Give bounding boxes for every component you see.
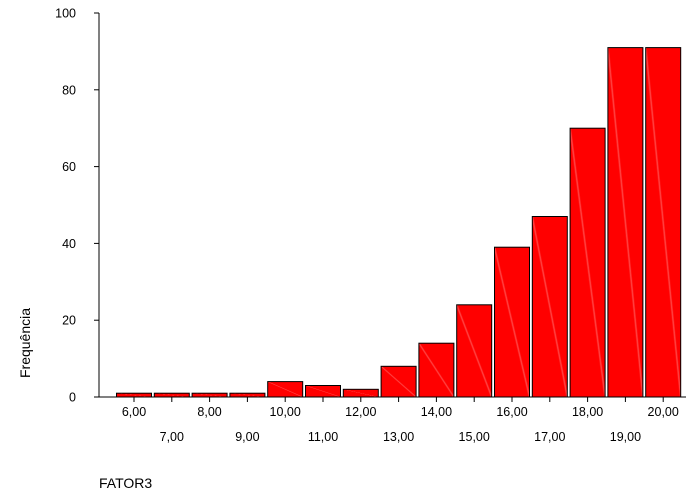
bar-7-00	[153, 392, 190, 398]
x-tick-label: 12,00	[345, 405, 376, 419]
x-tick-label: 15,00	[459, 430, 490, 444]
x-tick-label: 20,00	[648, 405, 679, 419]
bar-13-00	[380, 365, 417, 398]
bars-group	[116, 47, 682, 398]
y-tick-label: 60	[62, 160, 76, 174]
bar-12-00	[342, 388, 379, 398]
y-tick-label: 40	[62, 237, 76, 251]
x-axis-title: FATOR3	[99, 475, 152, 491]
y-tick-label: 0	[69, 391, 76, 405]
x-tick-label: 14,00	[421, 405, 452, 419]
bar-15-00	[456, 304, 493, 398]
bar-14-00	[418, 342, 455, 398]
bar-20-00	[645, 47, 682, 398]
y-tick-label: 100	[55, 7, 76, 21]
x-tick-label: 11,00	[308, 430, 338, 444]
bar-10-00	[267, 381, 304, 398]
bar-9-00	[229, 392, 266, 398]
x-tick-label: 18,00	[572, 405, 603, 419]
bar-17-00	[531, 216, 568, 398]
y-ticks-group: 0 20 40 60 80 100	[55, 7, 99, 405]
bar-8-00	[191, 392, 228, 398]
bar-11-00	[305, 385, 341, 398]
x-tick-label: 13,00	[383, 430, 414, 444]
x-tick-label: 6,00	[122, 405, 146, 419]
y-tick-label: 20	[62, 314, 76, 328]
x-tick-label: 17,00	[534, 430, 565, 444]
x-tick-label: 8,00	[197, 405, 221, 419]
bar-19-00	[607, 47, 644, 398]
axes-group	[98, 13, 686, 398]
x-tick-label: 16,00	[496, 405, 527, 419]
y-axis-title: Frequência	[17, 308, 33, 378]
x-tick-label: 10,00	[270, 405, 301, 419]
x-tick-label: 9,00	[235, 430, 259, 444]
bar-16-00	[494, 246, 530, 398]
x-ticks-group: 6,00 7,00 8,00 9,00 10,00 11,00 12,00 13,00 14,0…	[122, 397, 679, 444]
x-tick-label: 19,00	[610, 430, 641, 444]
bar-6-00	[116, 392, 152, 398]
y-tick-label: 80	[62, 83, 76, 97]
x-tick-label: 7,00	[160, 430, 184, 444]
bar-18-00	[569, 127, 606, 398]
